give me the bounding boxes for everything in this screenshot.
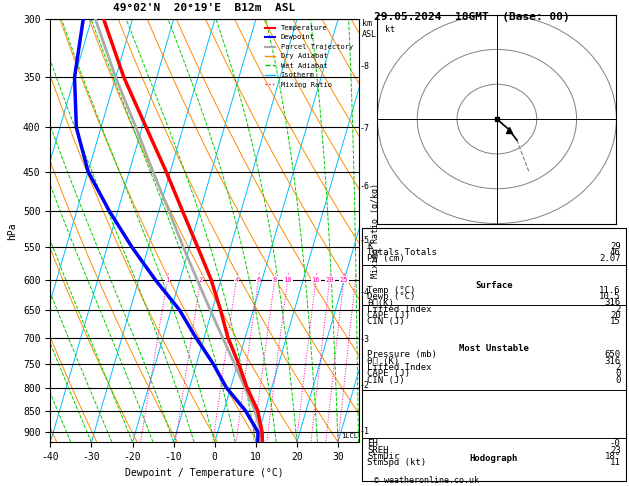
Text: -6: -6 (360, 182, 370, 191)
Text: Lifted Index: Lifted Index (367, 363, 431, 372)
Text: PW (cm): PW (cm) (367, 254, 404, 263)
Text: -7: -7 (360, 124, 370, 133)
Text: 2: 2 (615, 363, 621, 372)
Legend: Temperature, Dewpoint, Parcel Trajectory, Dry Adiabat, Wet Adiabat, Isotherm, Mi: Temperature, Dewpoint, Parcel Trajectory… (263, 23, 355, 90)
Text: 16: 16 (311, 277, 320, 283)
Text: Temp (°C): Temp (°C) (367, 286, 415, 295)
Y-axis label: hPa: hPa (8, 222, 18, 240)
Text: 23: 23 (610, 446, 621, 454)
Text: K: K (367, 242, 372, 251)
Text: 20: 20 (610, 311, 621, 320)
Text: 650: 650 (604, 350, 621, 359)
Text: 0: 0 (615, 376, 621, 384)
Text: 11.6: 11.6 (599, 286, 621, 295)
Text: StmDir: StmDir (367, 452, 399, 461)
Text: Dewp (°C): Dewp (°C) (367, 292, 415, 301)
Text: 6: 6 (257, 277, 260, 283)
Text: CIN (J): CIN (J) (367, 317, 404, 327)
Text: CAPE (J): CAPE (J) (367, 369, 410, 378)
Text: SREH: SREH (367, 446, 389, 454)
Text: -8: -8 (360, 62, 370, 71)
Text: 10: 10 (284, 277, 292, 283)
X-axis label: Dewpoint / Temperature (°C): Dewpoint / Temperature (°C) (125, 468, 284, 478)
Text: Surface: Surface (475, 281, 513, 290)
Text: 2: 2 (199, 277, 203, 283)
Text: CAPE (J): CAPE (J) (367, 311, 410, 320)
Text: 46: 46 (610, 248, 621, 257)
Text: StmSpd (kt): StmSpd (kt) (367, 458, 426, 467)
Text: 15: 15 (610, 317, 621, 327)
Text: 316: 316 (604, 298, 621, 308)
Text: Most Unstable: Most Unstable (459, 344, 529, 353)
Text: -4: -4 (360, 288, 370, 296)
Text: θᴄ(K): θᴄ(K) (367, 298, 394, 308)
Text: -0: -0 (610, 439, 621, 448)
Text: -2: -2 (360, 381, 370, 390)
Text: Pressure (mb): Pressure (mb) (367, 350, 437, 359)
Text: 8: 8 (272, 277, 277, 283)
Text: 29: 29 (610, 242, 621, 251)
Text: 1LCL: 1LCL (341, 433, 358, 439)
Text: 4: 4 (234, 277, 238, 283)
Text: -1: -1 (360, 427, 370, 435)
Text: 0: 0 (615, 369, 621, 378)
Text: Mixing Ratio (g/kg): Mixing Ratio (g/kg) (371, 183, 380, 278)
Text: 316: 316 (604, 357, 621, 365)
Text: -5: -5 (360, 236, 370, 244)
Text: km
ASL: km ASL (362, 19, 377, 39)
Text: CIN (J): CIN (J) (367, 376, 404, 384)
Text: EH: EH (367, 439, 377, 448)
Text: 18°: 18° (604, 452, 621, 461)
Text: 25: 25 (340, 277, 348, 283)
Text: Lifted Index: Lifted Index (367, 305, 431, 314)
Text: 10.5: 10.5 (599, 292, 621, 301)
Text: -3: -3 (360, 335, 370, 344)
Text: 2: 2 (615, 305, 621, 314)
Text: Totals Totals: Totals Totals (367, 248, 437, 257)
Text: Hodograph: Hodograph (470, 454, 518, 463)
Text: 2.07: 2.07 (599, 254, 621, 263)
Text: 11: 11 (610, 458, 621, 467)
Text: © weatheronline.co.uk: © weatheronline.co.uk (374, 476, 479, 485)
Text: 1: 1 (165, 277, 169, 283)
Text: θᴄ (K): θᴄ (K) (367, 357, 399, 365)
Title: 49°02'N  20°19'E  B12m  ASL: 49°02'N 20°19'E B12m ASL (113, 3, 296, 13)
Text: 20: 20 (325, 277, 334, 283)
Text: kt: kt (386, 25, 396, 34)
Text: 29.05.2024  18GMT  (Base: 00): 29.05.2024 18GMT (Base: 00) (374, 12, 570, 22)
